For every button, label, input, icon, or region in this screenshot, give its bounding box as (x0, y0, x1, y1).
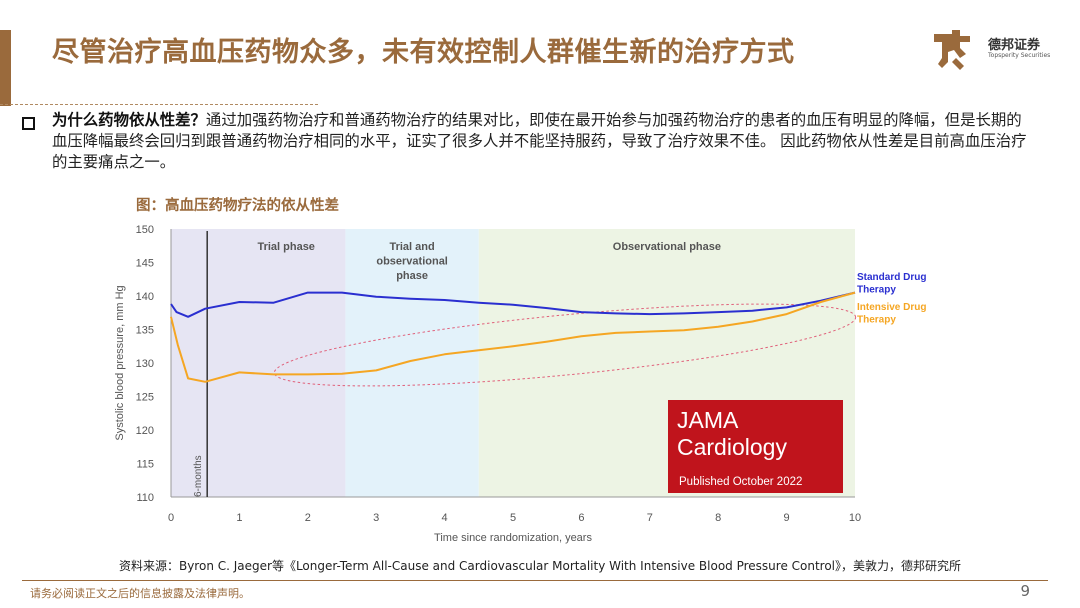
footer-divider (22, 580, 1048, 581)
bullet-paragraph: 为什么药物依从性差？通过加强药物治疗和普通药物治疗的结果对比，即使在最开始参与加… (52, 110, 1037, 173)
page-title: 尽管治疗高血压药物众多，未有效控制人群催生新的治疗方式 (52, 37, 795, 68)
phase-label-1: Trial phase (257, 241, 314, 253)
x-tick-label: 3 (373, 512, 379, 524)
phase-label-3: Observational phase (613, 241, 721, 253)
figure-title: 图：高血压药物疗法的依从性差 (136, 196, 339, 214)
x-tick-label: 4 (442, 512, 448, 524)
x-tick-label: 10 (849, 512, 861, 524)
journal-badge-line1: JAMA (677, 407, 739, 433)
journal-badge (668, 400, 843, 493)
phase-label-2: Trial and observational phase (376, 241, 448, 282)
y-tick-label: 120 (136, 425, 154, 437)
bullet-body: 通过加强药物治疗和普通药物治疗的结果对比，即使在最开始参与加强药物治疗的患者的血… (52, 111, 1027, 171)
y-tick-label: 125 (136, 392, 154, 404)
journal-badge-line3: Published October 2022 (679, 476, 802, 488)
y-tick-label: 145 (136, 258, 154, 270)
x-tick-label: 8 (715, 512, 721, 524)
convergence-highlight-ellipse (273, 303, 857, 387)
x-tick-label: 5 (510, 512, 516, 524)
title-accent-bar (0, 30, 11, 106)
title-divider (0, 104, 318, 105)
y-tick-label: 110 (136, 492, 154, 504)
standard-therapy-line (170, 291, 856, 318)
six-month-marker-label: 6-months (193, 455, 204, 497)
bullet-square-icon (22, 117, 35, 130)
intensive-therapy-legend: Intensive Drug Therapy (857, 302, 926, 326)
logo-mark-icon (934, 30, 970, 70)
x-tick-label: 2 (305, 512, 311, 524)
intensive-therapy-line (170, 291, 856, 383)
y-axis-label: Systolic blood pressure, mm Hg (114, 285, 126, 440)
x-tick-label: 1 (236, 512, 242, 524)
x-axis-label: Time since randomization, years (434, 532, 592, 544)
footer-disclaimer: 请务必阅读正文之后的信息披露及法律声明。 (30, 587, 250, 600)
x-tick-label: 9 (784, 512, 790, 524)
y-tick-label: 130 (136, 358, 154, 370)
journal-badge-line2: Cardiology (677, 434, 787, 460)
source-caption: 资料来源：Byron C. Jaeger等《Longer-Term All-Ca… (118, 559, 962, 573)
page-number: 9 (1020, 582, 1030, 600)
y-tick-label: 150 (136, 224, 154, 236)
phase-band-2 (345, 229, 479, 497)
x-tick-label: 0 (168, 512, 174, 524)
logo-name: 德邦证券 (988, 38, 1041, 53)
x-tick-label: 7 (647, 512, 653, 524)
logo-english-name: Topsperity Securities (988, 52, 1051, 59)
y-tick-label: 115 (136, 459, 154, 471)
bullet-lead: 为什么药物依从性差？ (52, 111, 206, 129)
brand-logo: 德邦证券 Topsperity Securities (930, 28, 1050, 72)
y-tick-label: 135 (136, 325, 154, 337)
y-tick-label: 140 (136, 291, 154, 303)
standard-therapy-legend: Standard Drug Therapy (857, 272, 926, 296)
phase-band-1 (171, 229, 346, 497)
x-tick-label: 6 (578, 512, 584, 524)
